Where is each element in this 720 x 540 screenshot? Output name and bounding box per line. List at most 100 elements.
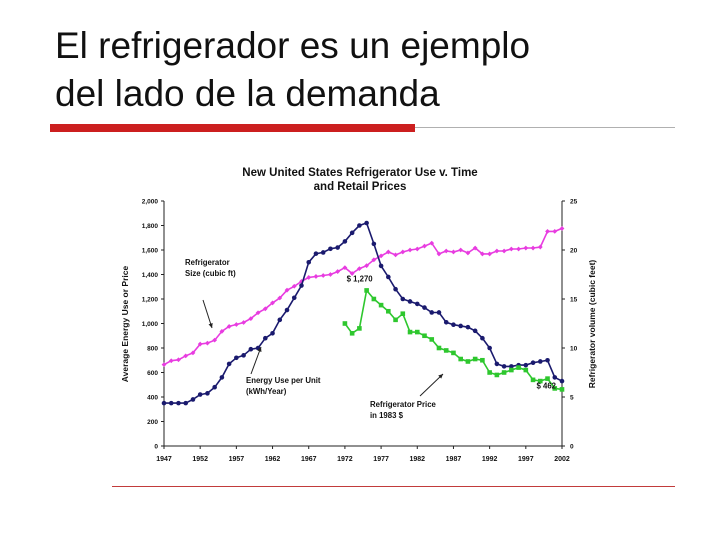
data-point <box>364 220 369 226</box>
data-point <box>349 271 355 276</box>
data-point <box>414 246 420 252</box>
data-point <box>291 283 297 289</box>
series-label-arrowhead <box>438 374 443 379</box>
data-point <box>480 251 485 257</box>
data-point <box>400 311 406 316</box>
data-point <box>277 317 283 323</box>
data-point <box>233 322 239 327</box>
data-point <box>537 359 543 364</box>
y-left-tick-label: 400 <box>147 395 158 402</box>
data-point <box>407 247 413 253</box>
data-point <box>414 301 420 307</box>
data-point <box>241 320 246 325</box>
y-left-tick-label: 1,400 <box>142 272 159 279</box>
data-point <box>414 329 420 335</box>
data-point <box>501 248 507 254</box>
series-label-arrowhead <box>208 323 213 328</box>
y-left-tick-label: 1,800 <box>142 223 159 230</box>
price-annotation-min: $ 462 <box>536 381 556 390</box>
bottom-divider-line <box>112 486 675 487</box>
series-label-line1: Refrigerator <box>185 258 230 267</box>
x-tick-label: 1947 <box>156 456 172 463</box>
data-point <box>487 345 492 351</box>
x-tick-label: 2002 <box>554 456 570 463</box>
data-point <box>306 259 312 265</box>
series-diamond <box>161 226 565 368</box>
data-point <box>328 246 333 252</box>
series-label-arrow <box>202 299 213 329</box>
data-point <box>429 337 435 342</box>
data-point <box>357 326 362 331</box>
data-point <box>465 359 471 364</box>
data-point <box>313 274 319 279</box>
data-point <box>342 265 348 271</box>
data-point <box>458 247 464 253</box>
series-square <box>342 288 565 392</box>
data-point <box>161 362 167 368</box>
data-point <box>356 266 362 272</box>
data-point <box>494 361 500 367</box>
data-point <box>299 283 304 288</box>
series-label-line2: (kWh/Year) <box>246 387 287 396</box>
data-point <box>429 310 435 315</box>
data-point <box>241 353 246 358</box>
data-point <box>545 376 550 381</box>
data-point <box>176 357 181 363</box>
data-point <box>559 226 565 231</box>
data-point <box>516 246 521 252</box>
y-left-tick-label: 0 <box>154 444 158 451</box>
data-point <box>219 328 225 334</box>
data-point <box>371 296 377 302</box>
data-point <box>263 335 268 341</box>
data-point <box>393 286 398 292</box>
data-point <box>226 361 232 367</box>
x-tick-label: 1972 <box>337 456 353 463</box>
y-left-tick-label: 800 <box>147 346 158 353</box>
data-point <box>487 370 492 375</box>
data-point <box>190 350 196 356</box>
data-point <box>357 223 362 228</box>
data-point <box>422 243 427 249</box>
data-point <box>328 272 333 277</box>
data-point <box>552 386 558 391</box>
y-right-tick-label: 10 <box>570 346 578 353</box>
data-point <box>480 357 485 363</box>
slide-title-line1: El refrigerador es un ejemplo <box>55 25 531 66</box>
data-point <box>472 245 478 251</box>
data-point <box>205 340 210 346</box>
series-circle <box>161 220 565 406</box>
data-point <box>451 322 456 328</box>
series-label-line2: in 1983 $ <box>370 411 404 420</box>
data-point <box>422 305 427 310</box>
chart-title-line1: New United States Refrigerator Use v. Ti… <box>242 167 477 179</box>
title-divider-line <box>415 127 675 128</box>
data-point <box>400 249 406 255</box>
title-accent-bar <box>50 124 415 132</box>
data-point <box>407 299 413 304</box>
data-point <box>509 367 514 373</box>
x-tick-label: 1962 <box>265 456 281 463</box>
data-point <box>530 377 536 383</box>
data-point <box>284 287 290 293</box>
data-point <box>451 350 456 356</box>
data-point <box>494 372 500 378</box>
x-tick-label: 1967 <box>301 456 317 463</box>
data-point <box>255 310 261 316</box>
y-axis-left-label: Average Energy Use or Price <box>120 266 130 383</box>
y-right-tick-label: 20 <box>570 248 578 255</box>
data-point <box>277 295 283 301</box>
data-point <box>465 250 471 256</box>
data-point <box>480 335 485 341</box>
data-point <box>559 378 565 384</box>
data-point <box>320 273 326 278</box>
y-axis-right-label: Refrigerator volume (cubic feet) <box>587 260 597 389</box>
data-point <box>371 241 377 247</box>
series-label-line1: Energy Use per Unit <box>246 376 321 385</box>
data-point <box>219 375 225 380</box>
refrigerator-chart: New United States Refrigerator Use v. Ti… <box>120 167 597 463</box>
data-point <box>378 302 384 308</box>
data-point <box>407 329 413 335</box>
data-point <box>248 316 254 321</box>
data-point <box>393 317 398 323</box>
price-annotation-max: $ 1,270 <box>347 274 374 283</box>
